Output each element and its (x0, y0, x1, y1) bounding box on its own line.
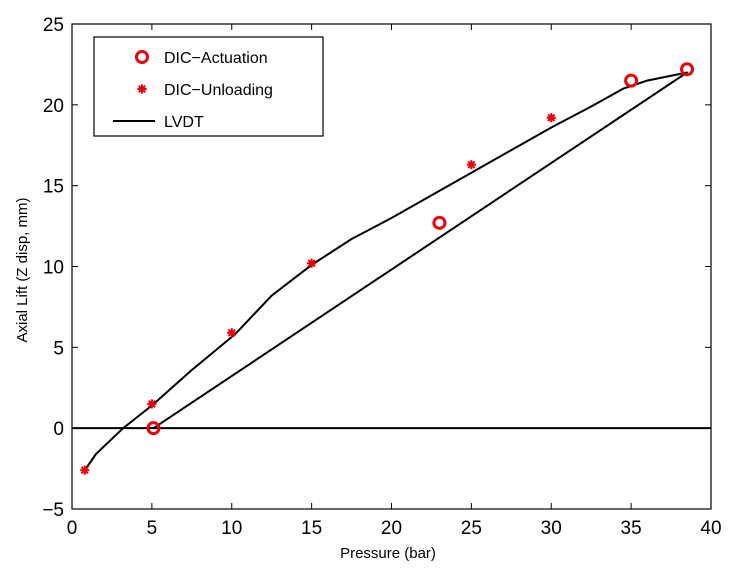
x-tick-label: 5 (147, 518, 158, 539)
x-axis-ticks: 0 5 10 15 20 25 30 35 40 (67, 24, 722, 539)
y-tick-label: 10 (43, 258, 64, 279)
x-tick-label: 20 (381, 518, 402, 539)
dic-actuation-point-1 (432, 215, 447, 230)
legend-box (93, 36, 324, 137)
y-tick-label: −5 (42, 500, 64, 521)
x-axis-title: Pressure (bar) (340, 545, 436, 562)
legend-marker-asterisk (137, 84, 147, 94)
dic-unloading-point-0 (80, 465, 90, 475)
x-tick-label: 40 (700, 518, 721, 539)
y-tick-label: 5 (53, 338, 64, 359)
legend-marker-circle (135, 50, 149, 64)
dic-unloading-point-1 (147, 399, 157, 409)
dic-unloading-series-group (80, 113, 556, 475)
dic-actuation-series-group (146, 62, 695, 436)
x-tick-label: 25 (461, 518, 482, 539)
x-tick-label: 35 (621, 518, 642, 539)
dic-unloading-point-4 (466, 160, 476, 170)
y-axis-ticks: −5 0 5 10 15 20 25 (42, 15, 711, 521)
y-tick-label: 25 (43, 15, 64, 36)
x-tick-label: 15 (301, 518, 322, 539)
legend-symbol-dic-actuation (135, 50, 149, 64)
legend-label-dic-actuation: DIC−Actuation (164, 50, 268, 67)
dic-actuation-point-0 (146, 421, 161, 436)
x-tick-label: 0 (67, 518, 78, 539)
legend-label-lvdt: LVDT (164, 114, 204, 131)
legend-symbol-dic-unloading (137, 84, 147, 94)
legend: DIC−Actuation DIC−Unloading LVDT (93, 36, 324, 137)
dic-unloading-point-2 (227, 328, 237, 338)
dic-actuation-point-3 (680, 62, 695, 77)
dic-unloading-point-5 (546, 113, 556, 123)
y-axis-title: Axial Lift (Z disp, mm) (14, 197, 31, 342)
y-tick-label: 20 (43, 96, 64, 117)
y-tick-label: 15 (43, 177, 64, 198)
x-tick-label: 10 (221, 518, 242, 539)
dic-actuation-point-2 (624, 73, 639, 88)
y-tick-label: 0 (53, 419, 64, 440)
legend-label-dic-unloading: DIC−Unloading (164, 82, 273, 99)
dic-unloading-point-3 (307, 258, 317, 268)
x-tick-label: 30 (541, 518, 562, 539)
